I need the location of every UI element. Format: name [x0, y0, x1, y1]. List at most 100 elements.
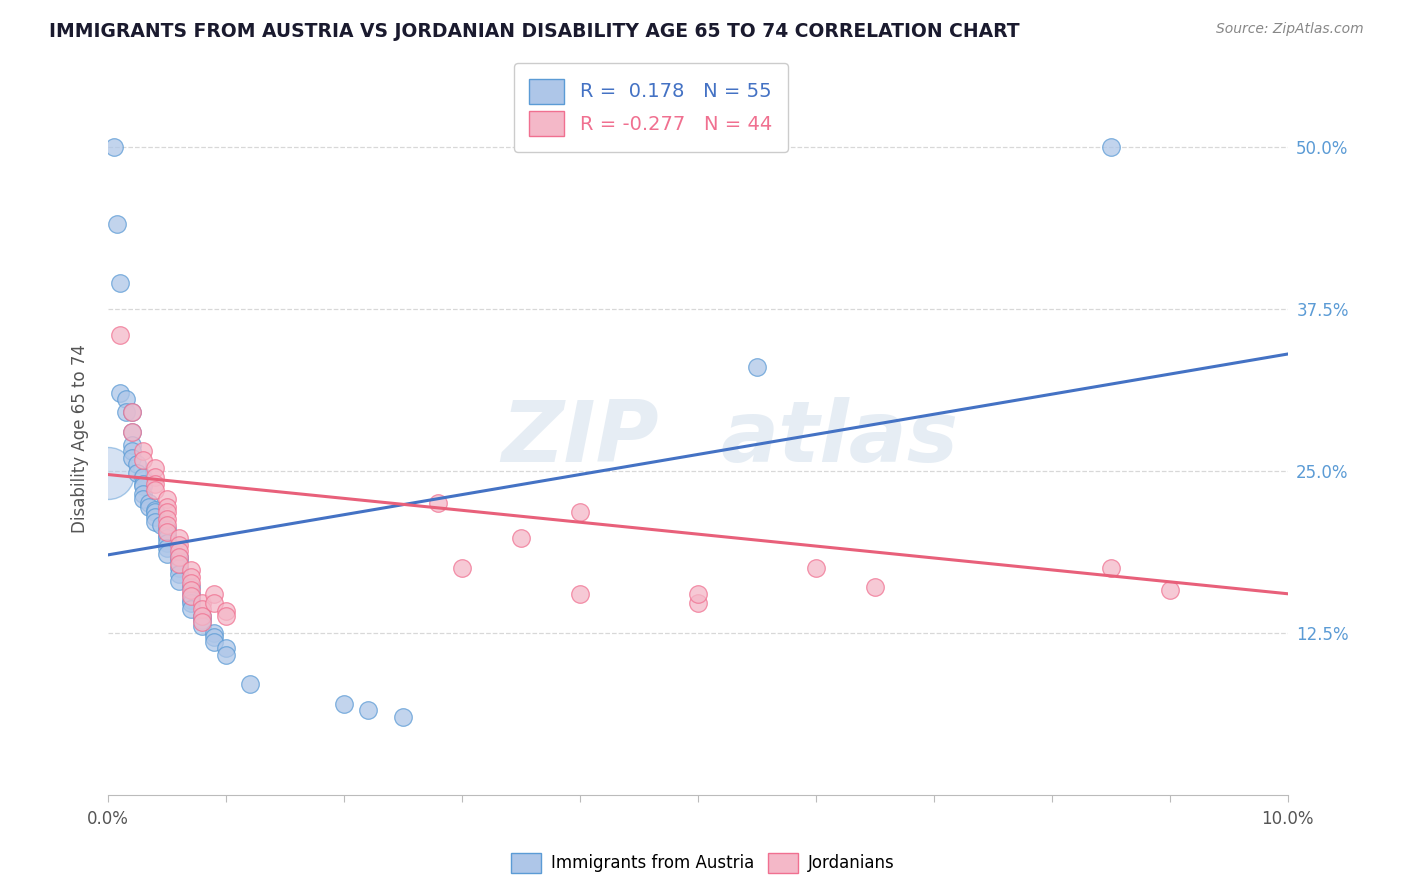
Point: [804, 561, 827, 575]
Point: [143, 510, 166, 524]
Point: [103, 139, 125, 153]
Point: [143, 470, 166, 484]
Point: [451, 561, 474, 575]
Point: [686, 596, 709, 610]
Point: [121, 444, 143, 458]
Point: [202, 587, 225, 601]
Point: [132, 479, 155, 493]
Point: [180, 582, 202, 597]
Point: [167, 544, 190, 558]
Point: [132, 470, 155, 484]
Point: [121, 405, 143, 419]
Point: [191, 596, 214, 610]
Point: [180, 593, 202, 607]
Point: [108, 385, 131, 400]
Point: [180, 576, 202, 591]
Point: [97, 467, 120, 481]
Point: [191, 602, 214, 616]
Point: [108, 327, 131, 342]
Point: [1099, 139, 1122, 153]
Point: [143, 483, 166, 497]
Point: [356, 703, 378, 717]
Point: [863, 580, 886, 594]
Point: [121, 438, 143, 452]
Text: ZIP: ZIP: [501, 397, 659, 480]
Point: [167, 550, 190, 565]
Point: [180, 590, 202, 604]
Point: [143, 516, 166, 530]
Point: [1159, 582, 1181, 597]
Point: [143, 461, 166, 475]
Point: [167, 557, 190, 571]
Point: [138, 500, 160, 514]
Point: [132, 487, 155, 501]
Point: [156, 547, 179, 561]
Point: [215, 648, 238, 662]
Point: [156, 518, 179, 533]
Point: [1099, 561, 1122, 575]
Point: [156, 524, 179, 539]
Point: [180, 602, 202, 616]
Point: [191, 613, 214, 627]
Point: [156, 511, 179, 525]
Point: [121, 425, 143, 439]
Point: [167, 574, 190, 588]
Point: [143, 505, 166, 519]
Point: [427, 496, 450, 510]
Point: [121, 405, 143, 419]
Point: [132, 444, 155, 458]
Point: [143, 476, 166, 491]
Point: [167, 537, 190, 551]
Point: [107, 218, 129, 232]
Point: [167, 567, 190, 582]
Point: [745, 359, 768, 374]
Point: [191, 608, 214, 623]
Point: [202, 630, 225, 644]
Point: [121, 425, 143, 439]
Point: [191, 608, 214, 623]
Point: [114, 392, 136, 407]
Point: [156, 528, 179, 542]
Point: [202, 634, 225, 648]
Point: [156, 522, 179, 536]
Text: Source: ZipAtlas.com: Source: ZipAtlas.com: [1216, 22, 1364, 37]
Point: [202, 596, 225, 610]
Text: atlas: atlas: [720, 397, 959, 480]
Point: [156, 505, 179, 519]
Point: [392, 710, 415, 724]
Point: [132, 492, 155, 507]
Point: [239, 677, 262, 691]
Point: [568, 587, 591, 601]
Point: [215, 641, 238, 656]
Point: [132, 453, 155, 467]
Point: [510, 531, 533, 545]
Point: [167, 531, 190, 545]
Point: [180, 564, 202, 578]
Point: [108, 276, 131, 290]
Point: [121, 450, 143, 465]
Point: [167, 554, 190, 568]
Point: [156, 500, 179, 514]
Point: [156, 536, 179, 550]
Point: [167, 561, 190, 575]
Point: [180, 596, 202, 610]
Point: [215, 608, 238, 623]
Legend: Immigrants from Austria, Jordanians: Immigrants from Austria, Jordanians: [505, 847, 901, 880]
Point: [180, 570, 202, 584]
Point: [150, 518, 173, 533]
Point: [568, 505, 591, 519]
Point: [132, 476, 155, 491]
Point: [180, 580, 202, 594]
Point: [191, 615, 214, 630]
Point: [114, 405, 136, 419]
Point: [127, 467, 149, 481]
Legend: R =  0.178   N = 55, R = -0.277   N = 44: R = 0.178 N = 55, R = -0.277 N = 44: [513, 63, 787, 152]
Point: [156, 541, 179, 556]
Point: [156, 531, 179, 545]
Point: [167, 550, 190, 565]
Point: [215, 604, 238, 618]
Point: [127, 457, 149, 471]
Point: [138, 496, 160, 510]
Text: IMMIGRANTS FROM AUSTRIA VS JORDANIAN DISABILITY AGE 65 TO 74 CORRELATION CHART: IMMIGRANTS FROM AUSTRIA VS JORDANIAN DIS…: [49, 22, 1019, 41]
Point: [143, 502, 166, 516]
